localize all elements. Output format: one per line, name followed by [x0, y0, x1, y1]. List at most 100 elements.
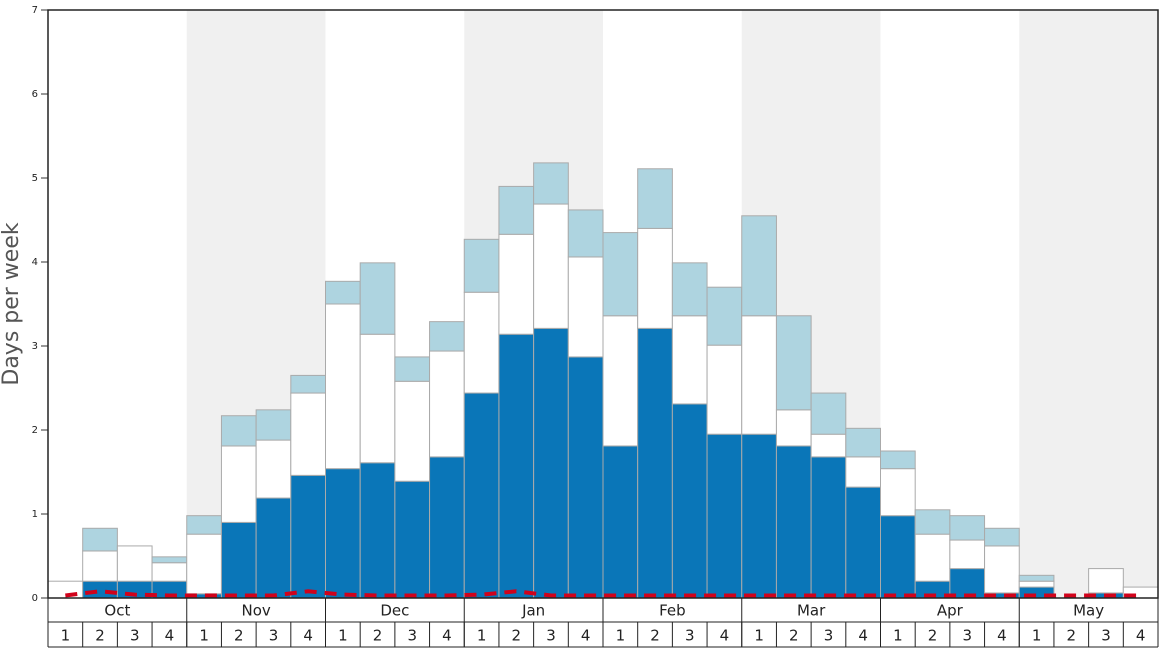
- y-tick-label: 4: [32, 257, 38, 268]
- x-tick-label: 3: [407, 627, 417, 645]
- y-tick-label: 1: [32, 509, 38, 520]
- x-tick-label: 2: [1067, 627, 1077, 645]
- bar-segment: [671, 403, 708, 599]
- x-tick-label: 4: [303, 627, 313, 645]
- bar-segment: [602, 445, 639, 599]
- x-tick-label: 4: [720, 627, 730, 645]
- bar-segment: [116, 545, 153, 582]
- bar-segment: [290, 374, 326, 394]
- bar-segment: [914, 533, 951, 582]
- bar-segment: [741, 215, 777, 317]
- bar-segment: [325, 468, 361, 599]
- x-tick-label: 2: [512, 627, 522, 645]
- bar-segment: [775, 315, 812, 411]
- bar-segment: [325, 303, 361, 470]
- y-tick-label: 3: [32, 341, 38, 352]
- bar-segment: [325, 280, 361, 305]
- bar-segment: [82, 580, 118, 599]
- bar-segment: [498, 233, 535, 335]
- bar-segment: [567, 256, 604, 358]
- bar-segment: [671, 315, 708, 405]
- group-label: Jan: [521, 602, 545, 620]
- bar-segment: [151, 562, 188, 582]
- bar-segment: [845, 427, 881, 458]
- group-label: Dec: [380, 602, 409, 620]
- y-tick-label: 6: [32, 89, 38, 100]
- bar-segment: [463, 291, 500, 394]
- bar-segment: [220, 415, 257, 447]
- bar-segment: [255, 497, 292, 599]
- bar-segment: [359, 462, 396, 599]
- bar-segment: [775, 409, 812, 447]
- bar-segment: [533, 203, 569, 329]
- bar-segment: [637, 227, 673, 329]
- bar-segment: [290, 474, 326, 599]
- bar-segment: [845, 456, 881, 488]
- y-tick-label: 5: [32, 173, 38, 184]
- bar-segment: [394, 380, 431, 482]
- bar-segment: [567, 356, 604, 599]
- x-tick-label: 1: [1032, 627, 1042, 645]
- x-tick-label: 2: [234, 627, 244, 645]
- bar-segment: [186, 533, 222, 595]
- bar-segment: [463, 392, 500, 599]
- y-axis-label: Days per week: [0, 222, 24, 385]
- bar-segment: [359, 262, 396, 335]
- x-tick-label: 1: [477, 627, 487, 645]
- bar-segment: [1088, 568, 1124, 594]
- bar-segment: [810, 456, 847, 599]
- x-tick-label: 2: [650, 627, 660, 645]
- bar-segment: [741, 433, 777, 599]
- bar-segment: [533, 327, 569, 599]
- x-tick-label: 3: [1101, 627, 1111, 645]
- bar-segment: [186, 515, 222, 535]
- x-tick-label: 3: [824, 627, 834, 645]
- x-tick-label: 1: [61, 627, 71, 645]
- bar-segment: [949, 539, 986, 570]
- x-tick-label: 1: [199, 627, 209, 645]
- bar-segment: [429, 321, 465, 352]
- x-tick-label: 1: [616, 627, 626, 645]
- bar-segment: [533, 162, 569, 205]
- x-tick-label: 2: [373, 627, 383, 645]
- bar-segment: [394, 356, 431, 382]
- bar-segment: [914, 509, 951, 535]
- x-tick-label: 2: [928, 627, 938, 645]
- bar-segment: [567, 209, 604, 258]
- x-tick-label: 3: [130, 627, 140, 645]
- x-tick-label: 4: [997, 627, 1007, 645]
- bar-segment: [880, 515, 916, 599]
- bar-segment: [255, 439, 292, 499]
- y-tick-label: 0: [32, 593, 38, 604]
- x-tick-label: 2: [789, 627, 799, 645]
- bar-segment: [706, 433, 743, 599]
- y-tick-label: 2: [32, 425, 38, 436]
- bar-segment: [498, 185, 535, 235]
- bar-segment: [220, 521, 257, 599]
- bar-segment: [82, 550, 118, 582]
- group-label: Nov: [241, 602, 270, 620]
- group-label: May: [1073, 602, 1104, 620]
- bar-segment: [637, 168, 673, 229]
- bar-segment: [637, 327, 673, 599]
- month-shade: [1019, 10, 1158, 598]
- bar-segment: [602, 315, 639, 447]
- y-tick-label: 7: [32, 5, 38, 16]
- bar-segment: [463, 238, 500, 293]
- bar-segment: [880, 468, 916, 517]
- bar-segment: [810, 433, 847, 458]
- bar-segment: [810, 392, 847, 435]
- bar-segment: [290, 392, 326, 476]
- bar-segment: [1018, 574, 1055, 582]
- bar-segment: [498, 333, 535, 599]
- bar-segment: [151, 556, 188, 564]
- x-tick-label: 3: [269, 627, 279, 645]
- x-tick-label: 1: [338, 627, 348, 645]
- bar-segment: [359, 333, 396, 464]
- bar-segment: [984, 545, 1020, 594]
- bar-segment: [220, 445, 257, 523]
- x-tick-label: 3: [962, 627, 972, 645]
- x-tick-label: 2: [95, 627, 105, 645]
- group-label: Oct: [104, 602, 130, 620]
- bar-segment: [706, 286, 743, 346]
